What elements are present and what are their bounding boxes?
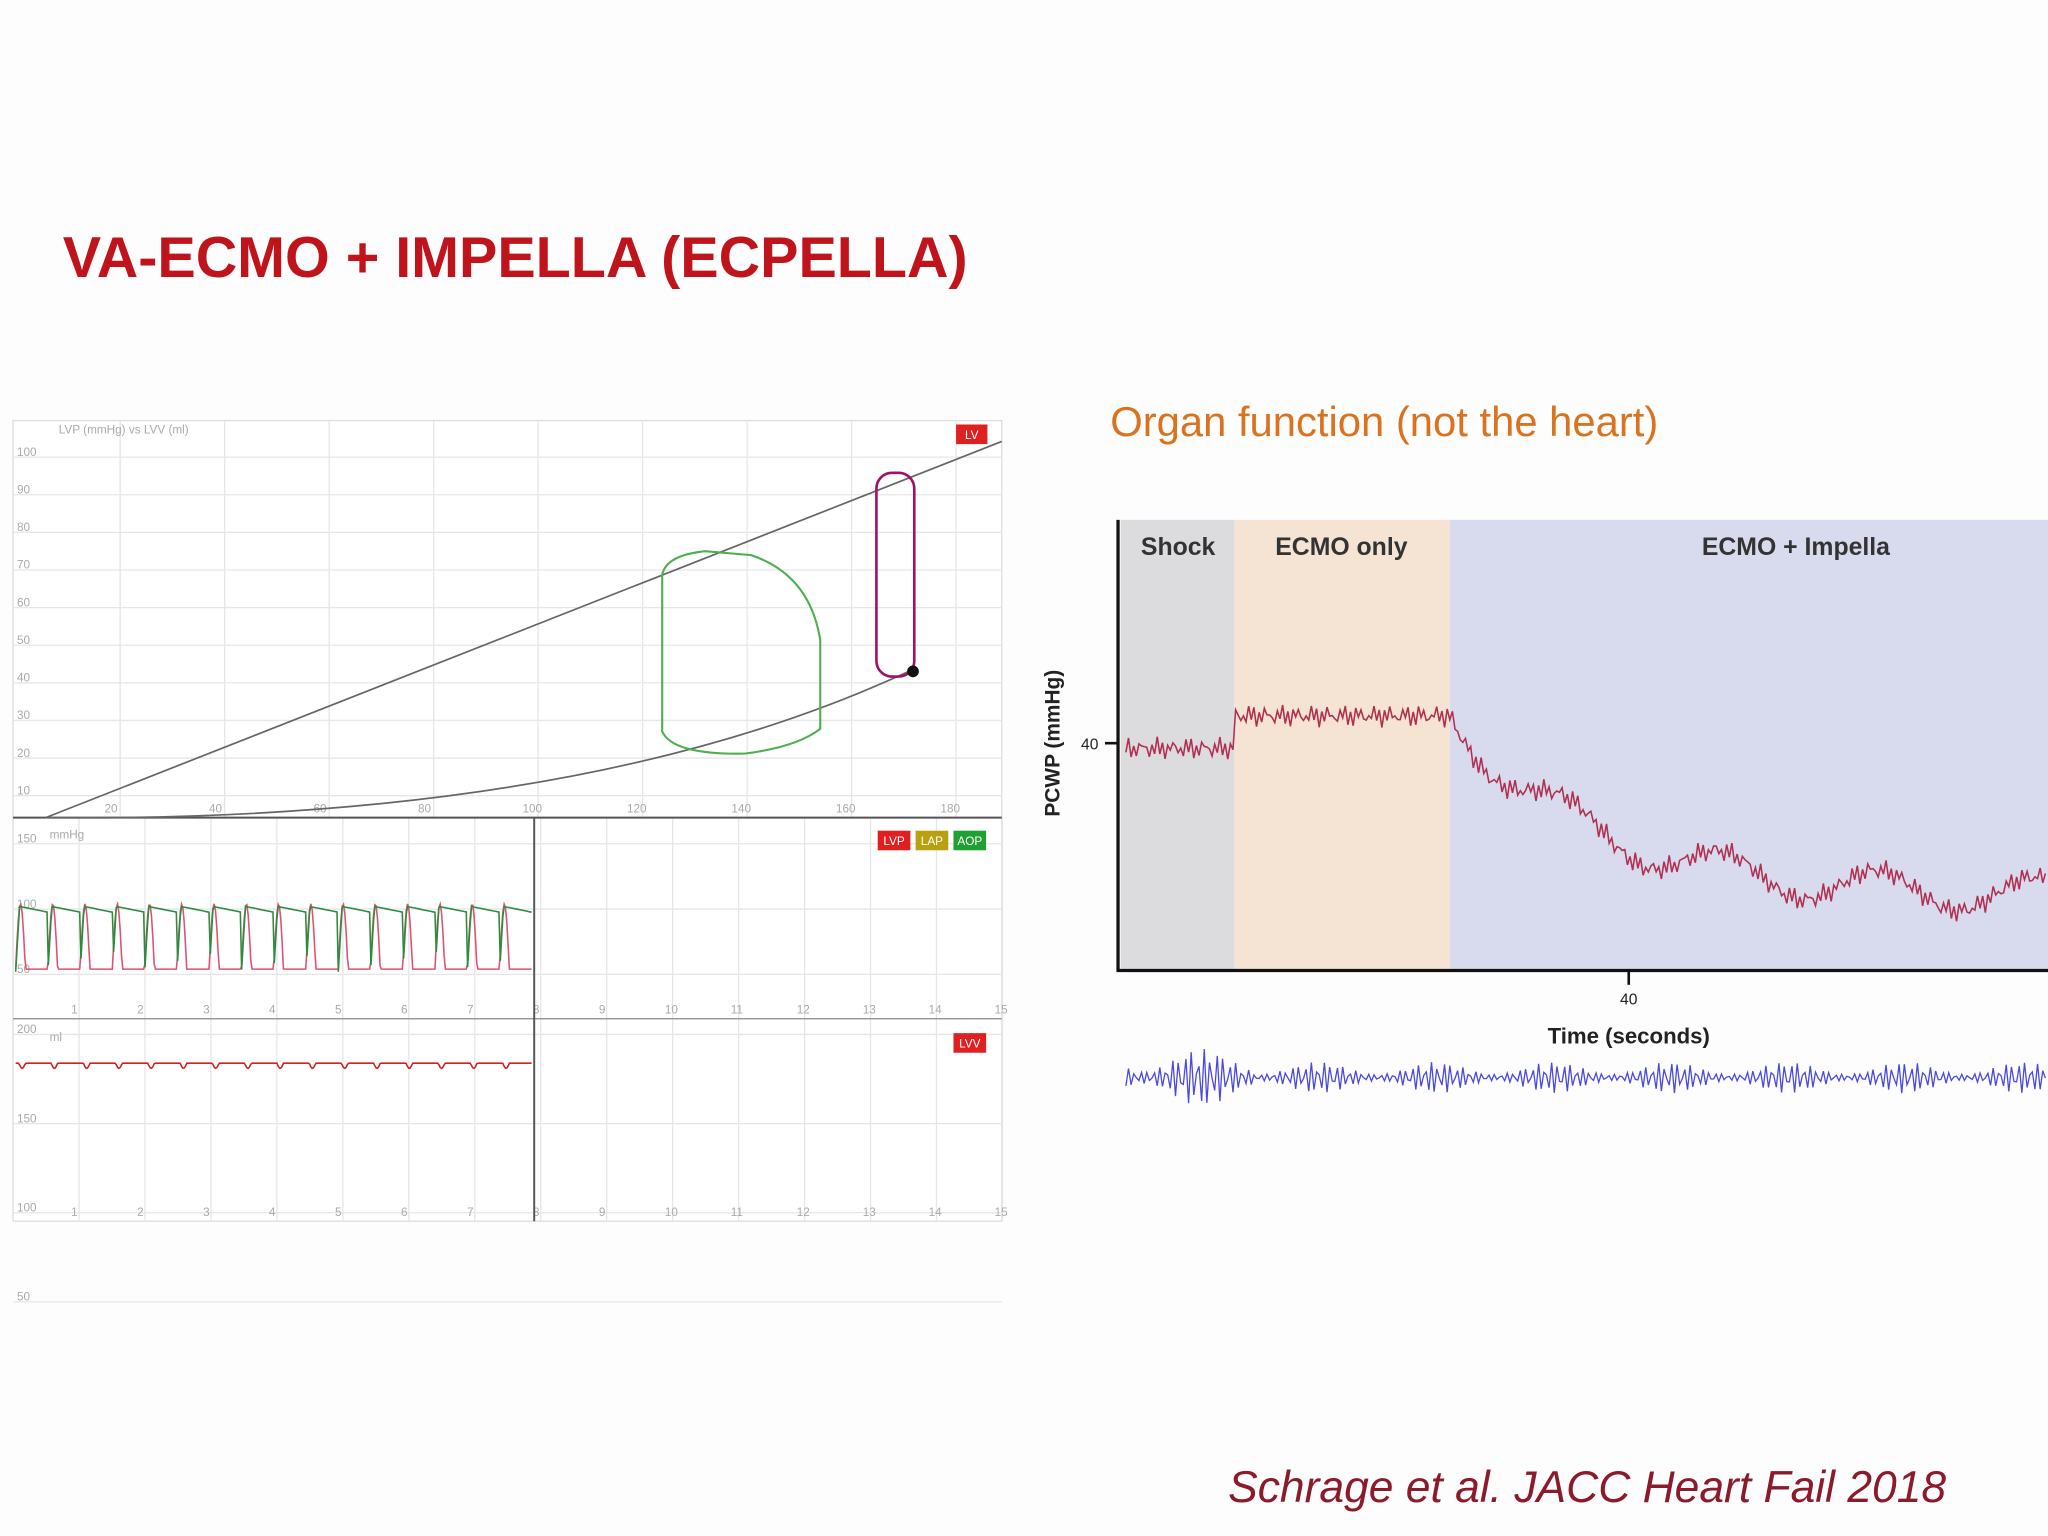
pv-marker (907, 665, 919, 678)
y-tick-label: 20 (17, 747, 31, 760)
y-tick-label: 100 (17, 1201, 37, 1214)
y-tick-label: 50 (17, 1291, 31, 1304)
x-tick-label: 3 (203, 1004, 210, 1017)
phase-label: Shock (1141, 534, 1216, 561)
legend-swatch (953, 1033, 987, 1053)
y-tick-label: 80 (17, 521, 31, 534)
x-tick-label: 40 (1620, 991, 1638, 1008)
x-tick-label: 3 (203, 1206, 210, 1219)
pv-loop (875, 471, 916, 678)
x-tick-label: 9 (599, 1004, 606, 1017)
edpvr-line (45, 440, 1003, 819)
y-tick-label: 150 (17, 1112, 37, 1125)
y-tick-label: 60 (17, 596, 31, 609)
x-tick-label: 4 (269, 1004, 276, 1017)
phase-band (1234, 519, 1450, 971)
pcwp-trace (1125, 704, 2047, 922)
y-tick-label: 50 (17, 634, 31, 647)
pv-title: LVP (mmHg) vs LVV (ml) (59, 424, 189, 437)
badge (956, 424, 988, 445)
lvp-trace (14, 901, 532, 970)
x-tick-label: 12 (797, 1206, 810, 1219)
x-tick-label: 1 (71, 1004, 78, 1017)
x-tick-label: 140 (731, 802, 751, 815)
legends: LVP LAP AOP LVV (877, 830, 987, 1053)
legend-label: LVP (883, 835, 904, 848)
x-tick-label: 80 (418, 802, 432, 815)
x-tick-label: 4 (269, 1206, 276, 1219)
x-tick-label: 12 (797, 1004, 810, 1017)
x-tick-label: 6 (401, 1206, 408, 1219)
y-tick-label: 40 (17, 672, 31, 685)
x-tick-label: 40 (209, 802, 223, 815)
phase-label: ECMO + Impella (1702, 534, 1890, 561)
x-tick-label: 8 (533, 1004, 540, 1017)
unit-label: mmHg (50, 829, 85, 842)
y-tick-label: 40 (1081, 737, 1099, 754)
badge-label: LV (965, 429, 979, 442)
x-tick-label: 13 (863, 1206, 877, 1219)
x-tick-label: 120 (627, 802, 647, 815)
y-tick-label: 150 (17, 832, 37, 845)
x-tick-label: 14 (929, 1206, 943, 1219)
edpvr-curve (45, 667, 915, 819)
slide-title: VA-ECMO + IMPELLA (ECPELLA) (63, 226, 968, 290)
x-tick-label: 15 (995, 1206, 1009, 1219)
x-tick-label: 5 (335, 1004, 342, 1017)
x-tick-label: 9 (599, 1206, 606, 1219)
subtitle: Organ function (not the heart) (1110, 398, 1658, 445)
x-tick-label: 13 (863, 1004, 877, 1017)
x-tick-label: 11 (731, 1004, 743, 1017)
y-tick-label: 10 (17, 784, 31, 797)
aop-trace (14, 905, 532, 972)
x-tick-label: 10 (665, 1004, 679, 1017)
legend-swatch (877, 830, 911, 851)
x-tick-label: 7 (467, 1206, 474, 1219)
y-tick-label: 30 (17, 709, 31, 722)
x-tick-label: 14 (929, 1004, 943, 1017)
pv-loop (661, 550, 822, 755)
legend-label: AOP (957, 835, 982, 848)
phase-label: ECMO only (1275, 534, 1407, 561)
citation: Schrage et al. JACC Heart Fail 2018 (1228, 1463, 1946, 1512)
x-tick-label: 20 (104, 802, 118, 815)
y-tick-label: 200 (17, 1023, 37, 1036)
phase-band (1449, 519, 2048, 971)
y-tick-label: 90 (17, 483, 31, 496)
unit-label: ml (50, 1031, 62, 1044)
x-tick-label: 1 (71, 1206, 78, 1219)
legend-label: LVV (959, 1038, 980, 1051)
x-tick-label: 7 (467, 1004, 474, 1017)
x-axis-label: Time (seconds) (1548, 1024, 1710, 1049)
blue-trace (1125, 1049, 2047, 1104)
legend-label: LAP (921, 835, 943, 848)
legend-swatch (953, 830, 987, 851)
x-tick-label: 10 (665, 1206, 679, 1219)
x-tick-label: 11 (731, 1206, 743, 1219)
y-tick-label: 70 (17, 559, 31, 572)
y-tick-label: 100 (17, 446, 37, 459)
x-tick-label: 5 (335, 1206, 342, 1219)
y-tick-label: 50 (17, 963, 31, 976)
phase-band (1120, 519, 1235, 971)
x-tick-label: 160 (836, 802, 856, 815)
simulator-panel (12, 419, 1003, 1222)
y-axis-label: PCWP (mmHg) (1041, 670, 1064, 817)
x-tick-label: 2 (137, 1206, 144, 1219)
x-tick-label: 180 (940, 802, 960, 815)
lvv-trace (15, 1062, 532, 1070)
x-tick-label: 6 (401, 1004, 408, 1017)
legend-swatch (915, 830, 949, 851)
x-tick-label: 15 (995, 1004, 1009, 1017)
x-tick-label: 100 (522, 802, 542, 815)
x-tick-label: 8 (533, 1206, 540, 1219)
x-tick-label: 2 (137, 1004, 144, 1017)
